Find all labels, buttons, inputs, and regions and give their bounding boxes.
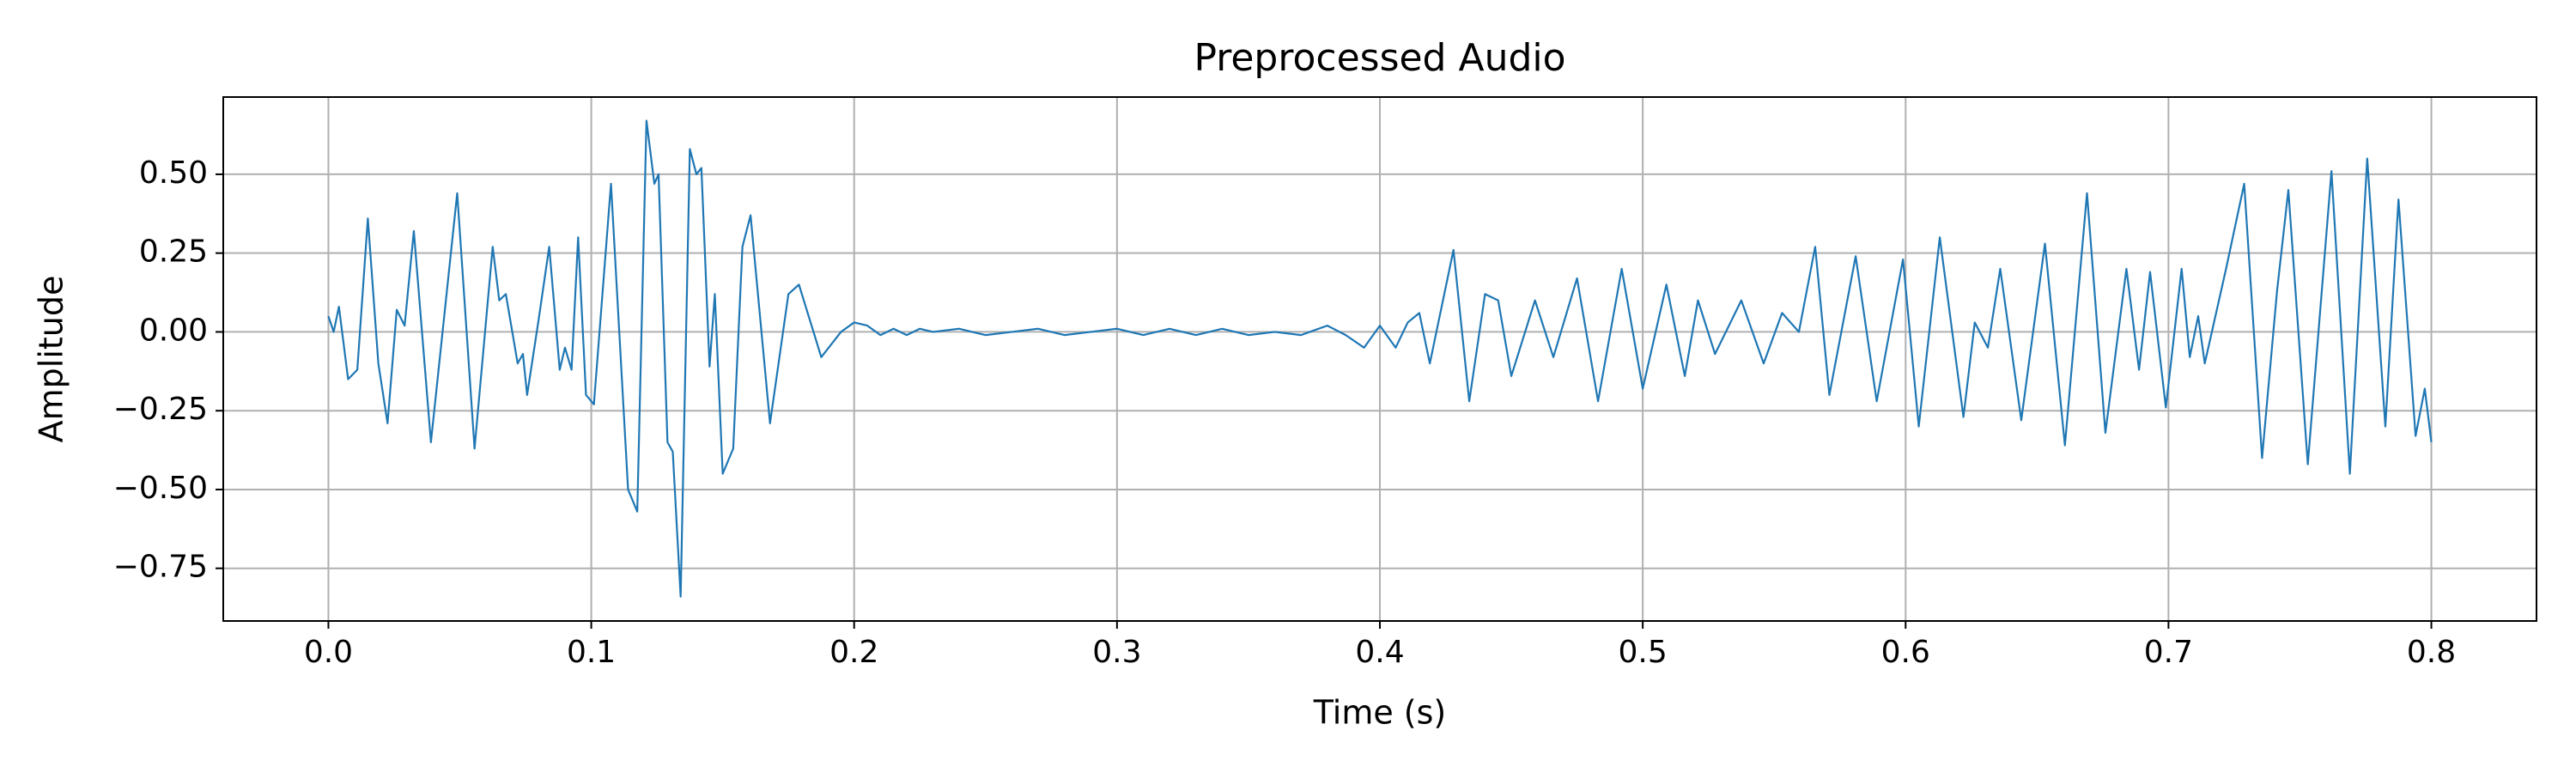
x-tick-label: 0.1 — [567, 635, 616, 670]
x-tick-label: 0.3 — [1092, 635, 1141, 670]
y-tick-label: 0.50 — [139, 155, 208, 191]
y-tick-label: −0.75 — [113, 550, 208, 585]
x-axis-label: Time (s) — [1313, 694, 1447, 732]
chart-title: Preprocessed Audio — [1194, 36, 1565, 80]
y-tick-label: −0.50 — [113, 471, 208, 506]
waveform-line — [327, 119, 2433, 598]
plot-frame — [222, 96, 2537, 622]
x-tick-label: 0.2 — [829, 635, 878, 670]
y-tick-label: 0.25 — [139, 234, 208, 270]
x-tick-label: 0.6 — [1881, 635, 1930, 670]
y-axis-label: Amplitude — [33, 276, 70, 443]
x-tick-label: 0.8 — [2407, 635, 2456, 670]
x-tick-label: 0.0 — [304, 635, 353, 670]
x-tick-label: 0.7 — [2144, 635, 2193, 670]
y-tick-label: 0.00 — [139, 313, 208, 348]
x-tick-label: 0.4 — [1355, 635, 1404, 670]
y-tick-label: −0.25 — [113, 392, 208, 427]
x-tick-label: 0.5 — [1619, 635, 1668, 670]
